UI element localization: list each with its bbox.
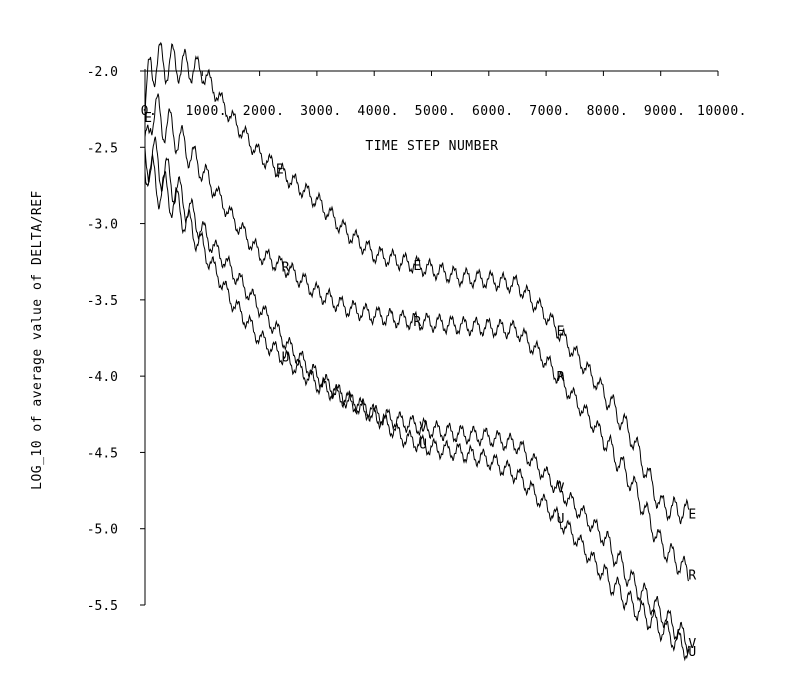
x-tick-labels: 0. 1000. 2000. 3000. 4000. 5000. 6000. 7000. 800… [141, 71, 747, 119]
y-tick-label: -4.0 [87, 370, 118, 385]
series-line-V [144, 136, 690, 657]
series-marker-U: U [419, 438, 427, 453]
x-tick-label: 1000. [185, 104, 227, 119]
y-tick-label: -3.0 [87, 218, 118, 233]
y-tick-label: -3.5 [87, 294, 118, 309]
series-marker-E: E [413, 259, 421, 274]
y-tick-label: -5.0 [87, 523, 118, 538]
series-marker-R: R [557, 370, 565, 385]
x-axis-label: TIME STEP NUMBER [365, 139, 498, 154]
x-tick-label: 4000. [357, 104, 399, 119]
series-marker-U: U [688, 645, 696, 660]
x-tick-label: 7000. [529, 104, 571, 119]
y-tick-labels: -2.0 -2.5 -3.0 -3.5 -4.0 -4.5 -5.0 -5.5 [87, 65, 145, 614]
series-marker-V: V [419, 420, 427, 435]
x-tick-label: 9000. [644, 104, 686, 119]
x-tick-label: 5000. [415, 104, 457, 119]
series-marker-U: U [282, 350, 290, 365]
x-tick-label: 3000. [300, 104, 342, 119]
series-marker-E: E [144, 111, 152, 126]
y-tick-label: -4.5 [87, 446, 118, 461]
x-tick-label: 2000. [243, 104, 285, 119]
series-marker-R: R [282, 260, 290, 275]
series-marker-U: U [557, 512, 565, 527]
series-lines [144, 41, 690, 662]
series-marker-R: R [413, 315, 421, 330]
series-marker-R: R [688, 568, 696, 583]
y-tick-label: -2.0 [87, 65, 118, 80]
x-tick-label: 6000. [472, 104, 514, 119]
y-tick-label: -5.5 [87, 599, 118, 614]
y-axis-label: LOG_10 of average value of DELTA/REF [30, 190, 45, 490]
series-line-R [144, 93, 690, 582]
series-line-E [144, 41, 690, 525]
series-line-U [144, 153, 690, 662]
series-marker-E: E [557, 324, 565, 339]
series-marker-V: V [688, 637, 696, 652]
x-tick-label: 8000. [587, 104, 629, 119]
x-tick-label: 10000. [697, 104, 747, 119]
series-marker-E: E [276, 163, 284, 178]
y-tick-label: -2.5 [87, 141, 118, 156]
series-marker-V: V [557, 482, 565, 497]
series-marker-E: E [688, 507, 696, 522]
